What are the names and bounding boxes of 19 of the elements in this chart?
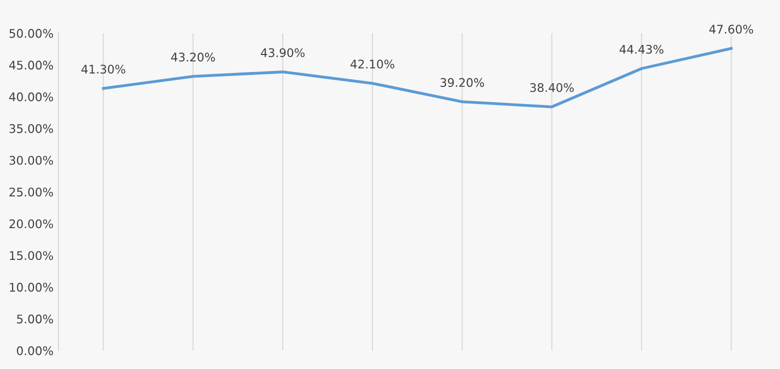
y-tick-label: 50.00% — [10, 28, 53, 38]
data-label: 39.20% — [440, 78, 484, 87]
y-tick-label: 30.00% — [10, 156, 53, 165]
data-label: 38.40% — [530, 83, 574, 92]
data-label: 47.60% — [709, 24, 754, 34]
data-label: 42.10% — [350, 60, 394, 69]
y-tick-label: 45.00% — [9, 60, 53, 70]
y-tick-label: 5.00% — [17, 314, 53, 324]
y-tick-label: 25.00% — [9, 188, 53, 197]
data-label: 43.20% — [171, 52, 215, 62]
y-tick-label: 0.00% — [16, 346, 53, 356]
y-tick-label: 20.00% — [9, 219, 53, 228]
data-label: 43.90% — [260, 48, 305, 58]
data-label: 44.43% — [620, 44, 664, 54]
y-tick-label: 10.00% — [10, 282, 53, 292]
data-label: 41.30% — [81, 64, 126, 74]
y-tick-label: 15.00% — [10, 251, 53, 260]
y-tick-label: 35.00% — [10, 124, 53, 134]
y-tick-label: 40.00% — [9, 92, 53, 102]
